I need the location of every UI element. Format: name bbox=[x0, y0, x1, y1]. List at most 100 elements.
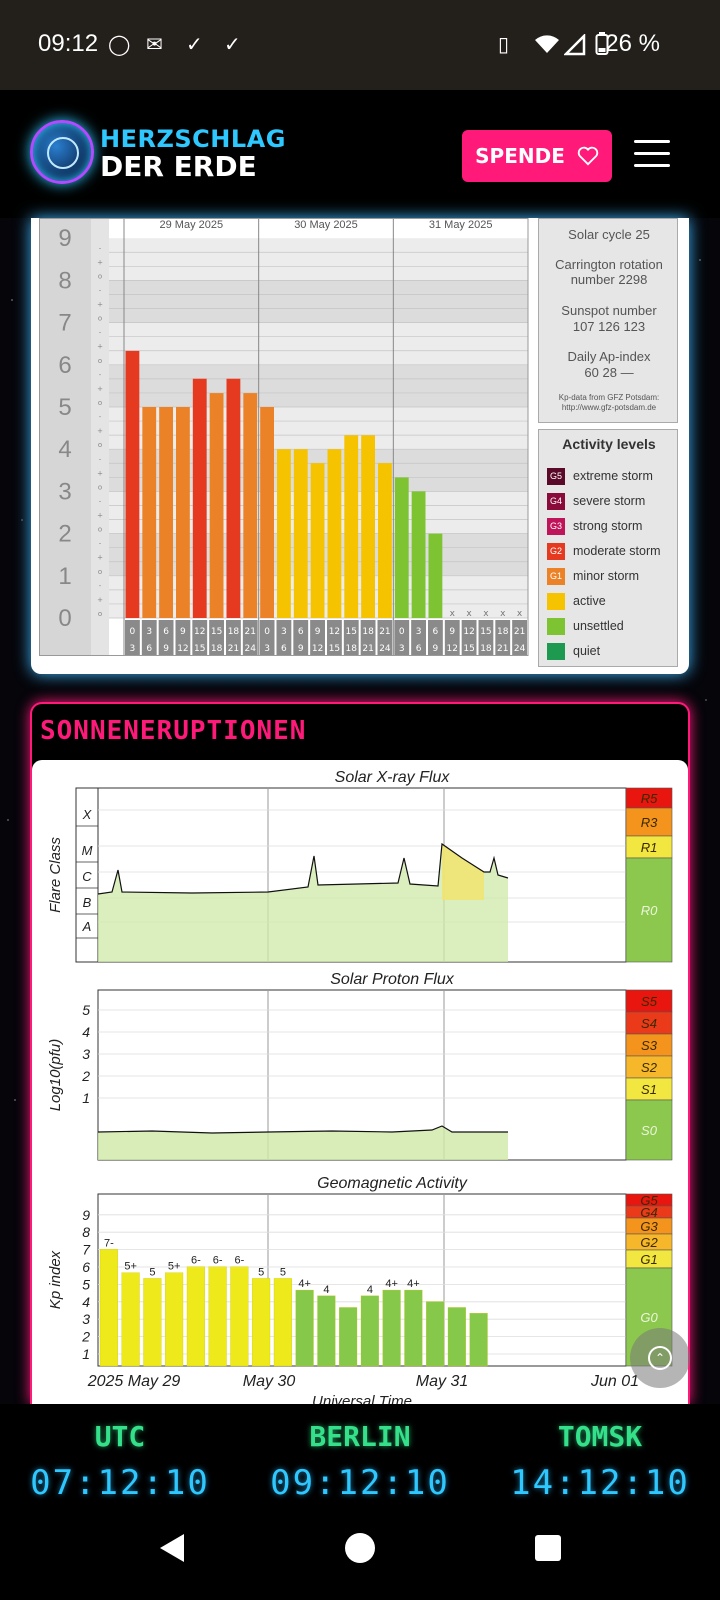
kp-minor-tick: + bbox=[97, 512, 103, 520]
legend-swatch: G4 bbox=[547, 493, 565, 510]
recent-apps-icon[interactable] bbox=[535, 1535, 561, 1561]
kp-y-tick: 5 bbox=[58, 394, 71, 421]
geomag-bar-label: 6- bbox=[213, 1255, 223, 1267]
kp-bar bbox=[277, 449, 291, 618]
kp-minor-tick: + bbox=[97, 427, 103, 435]
hour-label-start: 21 bbox=[245, 627, 256, 637]
legend-swatch: G5 bbox=[547, 468, 565, 485]
hour-label-end: 3 bbox=[399, 644, 405, 654]
logo-text-line1[interactable]: HERZSCHLAG bbox=[100, 125, 286, 153]
hour-label-start: 18 bbox=[362, 627, 374, 637]
kp-bar bbox=[344, 435, 359, 618]
scale-label: G3 bbox=[640, 1219, 658, 1234]
geomag-bar-label: 4+ bbox=[385, 1278, 398, 1290]
scale-cell bbox=[625, 807, 673, 837]
kp-y-tick: 8 bbox=[58, 267, 71, 294]
geomag-bar bbox=[252, 1278, 271, 1367]
hour-cell bbox=[394, 620, 410, 656]
back-icon[interactable] bbox=[160, 1534, 184, 1562]
sunspot-values: 107 126 123 bbox=[572, 319, 646, 334]
wifi-icon bbox=[535, 35, 559, 53]
hour-cell bbox=[276, 620, 292, 656]
legend-label: strong storm bbox=[573, 519, 643, 533]
legend-label: active bbox=[573, 594, 606, 608]
hour-cell bbox=[327, 620, 342, 656]
geomag-bar bbox=[230, 1266, 249, 1367]
hour-label-end: 12 bbox=[177, 644, 188, 654]
hour-cell bbox=[192, 620, 208, 656]
geomag-x-title: Universal Time bbox=[312, 1393, 412, 1406]
legend-item: G3 strong storm bbox=[547, 516, 677, 536]
scale-label: S5 bbox=[641, 994, 658, 1009]
kp-minor-tick: + bbox=[97, 343, 103, 351]
scale-label: G2 bbox=[640, 1235, 658, 1250]
legend-swatch: G1 bbox=[547, 568, 565, 585]
signal-icon bbox=[564, 34, 586, 56]
hour-label-end: 21 bbox=[362, 644, 373, 654]
geomag-bar-label: 5+ bbox=[168, 1261, 181, 1273]
source-line2[interactable]: http://www.gfz-potsdam.de bbox=[561, 403, 657, 412]
hour-cell bbox=[158, 620, 174, 656]
hamburger-menu-icon[interactable] bbox=[634, 140, 670, 168]
geomag-bar bbox=[165, 1272, 184, 1367]
legend-swatch: G2 bbox=[547, 543, 565, 560]
hour-cell bbox=[141, 620, 157, 656]
geomag-y-tick: 6 bbox=[82, 1259, 90, 1275]
scroll-to-top-button[interactable]: ⌃ bbox=[630, 1328, 690, 1388]
whatsapp-icon: ◯ bbox=[108, 32, 131, 56]
legend-label: moderate storm bbox=[573, 544, 661, 558]
kp-minor-tick: - bbox=[99, 286, 102, 294]
geomag-y-tick: 7 bbox=[82, 1242, 91, 1258]
kp-minor-tick: + bbox=[97, 385, 103, 393]
kp-minor-tick: + bbox=[97, 554, 103, 562]
kp-bar bbox=[293, 449, 308, 618]
chart-ylabel: Kp index bbox=[47, 1250, 64, 1309]
kp-bar bbox=[243, 393, 258, 618]
kp-bar bbox=[378, 463, 392, 618]
kp-y-tick: 6 bbox=[58, 352, 71, 379]
hour-label-start: 12 bbox=[329, 627, 340, 637]
kp-minor-tick: - bbox=[99, 582, 102, 590]
battery-icon bbox=[595, 32, 609, 55]
hour-cell bbox=[461, 620, 477, 656]
scale-label: R3 bbox=[641, 815, 658, 830]
hour-label-end: 15 bbox=[194, 644, 205, 654]
kp-minor-tick: - bbox=[99, 329, 102, 337]
kp-bar bbox=[411, 491, 426, 618]
geomag-bar-label: 4 bbox=[367, 1284, 373, 1296]
clock-city: UTC bbox=[94, 1420, 146, 1453]
hour-cell bbox=[310, 620, 325, 656]
globe-logo-icon[interactable] bbox=[30, 120, 94, 184]
kp-y-tick: 3 bbox=[58, 478, 71, 505]
hour-label-end: 9 bbox=[163, 644, 169, 654]
hour-label-start: 18 bbox=[228, 627, 240, 637]
legend-item: G5 extreme storm bbox=[547, 466, 677, 486]
home-icon[interactable] bbox=[345, 1533, 375, 1563]
kp-date-label: 30 May 2025 bbox=[294, 219, 358, 231]
clock-city: TOMSK bbox=[557, 1420, 643, 1453]
geomag-bar-label: 6- bbox=[234, 1255, 244, 1267]
hour-cell bbox=[242, 620, 258, 656]
kp-minor-tick: o bbox=[98, 315, 102, 323]
hour-cell bbox=[209, 620, 224, 656]
hour-cell bbox=[512, 620, 527, 656]
scale-label: S0 bbox=[641, 1123, 658, 1138]
logo-text-line2[interactable]: DER ERDE bbox=[100, 150, 257, 183]
kp-date-label: 29 May 2025 bbox=[160, 219, 224, 231]
legend-label: extreme storm bbox=[573, 469, 653, 483]
y-axis-panel bbox=[39, 218, 91, 656]
hour-cell bbox=[226, 620, 241, 656]
mail-icon: ✉ bbox=[146, 32, 163, 56]
hour-label-end: 15 bbox=[463, 644, 474, 654]
kp-minor-tick: - bbox=[99, 540, 102, 548]
geomag-bar bbox=[295, 1289, 314, 1367]
legend-label: severe storm bbox=[573, 494, 646, 508]
donate-button[interactable]: SPENDE bbox=[462, 130, 612, 182]
scale-label: R1 bbox=[641, 840, 658, 855]
check-icon: ✓ bbox=[186, 32, 203, 56]
section-title: SONNENERUPTIONEN bbox=[40, 716, 307, 746]
kp-missing-mark: x bbox=[517, 609, 523, 619]
kp-y-tick: 0 bbox=[58, 605, 71, 632]
scale-cell bbox=[625, 1099, 673, 1161]
kp-minor-tick: o bbox=[98, 357, 102, 365]
